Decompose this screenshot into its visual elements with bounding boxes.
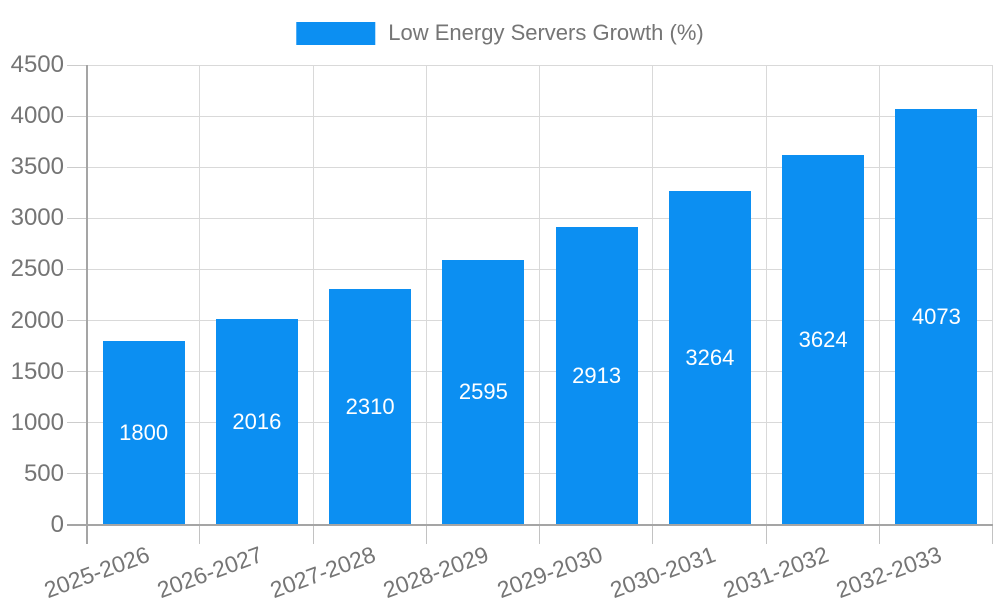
legend-color-swatch — [296, 21, 376, 45]
plot-area: 1800 2016 2310 2595 2913 3264 3624 4073 2025-202… — [40, 64, 993, 600]
v-gridline — [879, 65, 880, 525]
v-gridline — [426, 65, 427, 525]
bar-value-label: 2595 — [458, 379, 508, 405]
h-gridline — [87, 217, 993, 219]
x-axis-tick — [313, 525, 314, 544]
bar-value-label: 3624 — [798, 326, 848, 352]
y-axis-tick-label: 3500 — [10, 153, 64, 181]
v-gridline — [539, 65, 540, 525]
y-axis-tick-label: 4000 — [10, 102, 64, 130]
y-axis-line — [86, 65, 88, 544]
y-axis-tick — [67, 422, 87, 424]
x-axis-tick — [766, 525, 767, 544]
bar: 2016 — [215, 318, 298, 525]
legend-series-label: Low Energy Servers Growth (%) — [388, 20, 704, 45]
x-axis-line — [67, 524, 993, 526]
h-gridline — [87, 166, 993, 168]
bar-value-label: 2310 — [345, 393, 395, 419]
y-axis-tick-label: 1500 — [10, 357, 64, 385]
x-axis-tick — [199, 525, 200, 544]
y-axis-tick — [67, 217, 87, 219]
bar: 2913 — [555, 227, 638, 525]
x-axis-tick — [539, 525, 540, 544]
v-gridline — [199, 65, 200, 525]
y-axis-tick-label: 0 — [50, 511, 64, 538]
x-axis-tick — [992, 525, 993, 544]
y-axis-tick-label: 4500 — [10, 51, 64, 78]
y-axis-tick — [67, 473, 87, 475]
bar-value-label: 3264 — [685, 345, 735, 371]
bar-value-label: 2913 — [572, 363, 622, 389]
h-gridline — [87, 64, 993, 66]
v-gridline — [652, 65, 653, 525]
h-gridline — [87, 473, 993, 475]
y-axis-tick — [67, 166, 87, 168]
h-gridline — [87, 115, 993, 117]
y-axis-tick-label: 2000 — [10, 306, 64, 334]
y-axis-tick — [67, 115, 87, 117]
y-axis-tick — [67, 371, 87, 373]
bar: 3264 — [668, 191, 751, 525]
bar: 2310 — [329, 288, 412, 525]
y-axis-tick-label: 1000 — [10, 408, 64, 436]
v-gridline — [766, 65, 767, 525]
y-axis-tick-label: 3000 — [10, 204, 64, 232]
y-axis-tick-label: 500 — [23, 459, 64, 487]
y-axis-tick — [67, 64, 87, 66]
bar-value-label: 4073 — [911, 303, 961, 329]
y-axis-tick-label: 2500 — [10, 255, 64, 283]
h-gridline — [87, 371, 993, 373]
x-axis-tick — [426, 525, 427, 544]
legend: Low Energy Servers Growth (%) — [296, 20, 704, 46]
bar: 4073 — [895, 108, 978, 525]
y-axis-tick — [67, 268, 87, 270]
h-gridline — [87, 268, 993, 270]
v-gridline — [992, 65, 993, 525]
h-gridline — [87, 320, 993, 322]
h-gridline — [87, 422, 993, 424]
y-axis-tick — [67, 320, 87, 322]
bar-value-label: 1800 — [119, 420, 169, 445]
v-gridline — [313, 65, 314, 525]
bar: 2595 — [442, 259, 525, 525]
x-axis-tick — [879, 525, 880, 544]
bar-value-label: 2016 — [232, 408, 282, 434]
bar: 3624 — [782, 154, 865, 525]
bar: 1800 — [102, 341, 185, 525]
x-axis-tick — [652, 525, 653, 544]
